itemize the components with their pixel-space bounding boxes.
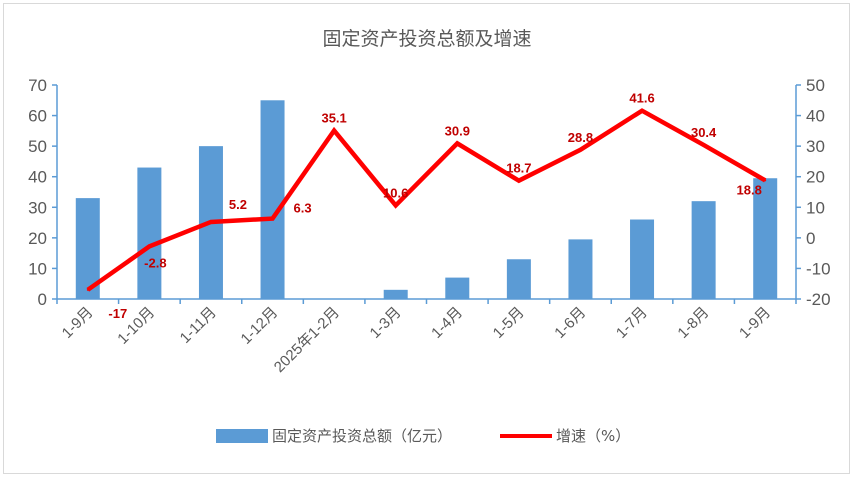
- line-point: [579, 148, 582, 151]
- x-tick-label: 1-7月: [613, 304, 651, 342]
- data-label: 6.3: [294, 201, 312, 216]
- line-point: [209, 220, 212, 223]
- bar: [753, 178, 778, 299]
- data-label: 41.6: [629, 91, 654, 106]
- legend-swatch-bars: [216, 429, 268, 443]
- bar: [137, 167, 162, 299]
- right-tick-label: 40: [806, 107, 825, 126]
- bar-series: [75, 100, 778, 300]
- line-point: [702, 143, 705, 146]
- left-tick-label: 10: [28, 259, 47, 278]
- x-tick-label: 1-6月: [551, 304, 589, 342]
- legend-label-line: 增速（%）: [556, 427, 630, 445]
- data-label: 10.6: [383, 185, 408, 200]
- x-tick-label: 1-9月: [59, 304, 97, 342]
- x-tick-label: 2025年1-2月: [271, 304, 343, 376]
- bar: [445, 277, 470, 299]
- right-y-axis: -20 -10 0 10 20 30 40 50: [795, 76, 831, 309]
- line-point: [148, 245, 151, 248]
- legend: 固定资产投资总额（亿元） 增速（%）: [216, 427, 630, 445]
- bar: [260, 100, 285, 300]
- right-tick-label: 20: [806, 168, 825, 187]
- x-tick-label: 1-5月: [490, 304, 528, 342]
- data-label: 5.2: [229, 197, 247, 212]
- line-point: [394, 204, 397, 207]
- left-tick-label: 20: [28, 229, 47, 248]
- bar: [691, 201, 716, 299]
- right-tick-label: 0: [806, 229, 815, 248]
- line-series: [86, 108, 767, 292]
- left-tick-label: 0: [38, 290, 47, 309]
- x-tick-label: 1-9月: [736, 304, 774, 342]
- line-point: [517, 179, 520, 182]
- left-tick-label: 40: [28, 168, 47, 187]
- left-tick-label: 50: [28, 137, 47, 156]
- right-tick-label: -10: [806, 259, 831, 278]
- line-point: [456, 142, 459, 145]
- left-tick-label: 30: [28, 198, 47, 217]
- x-tick-label: 1-8月: [674, 304, 712, 342]
- line-point: [641, 109, 644, 112]
- bar: [630, 219, 655, 299]
- data-label: 28.8: [568, 130, 593, 145]
- left-tick-label: 70: [28, 76, 47, 95]
- data-label: -2.8: [144, 255, 166, 270]
- data-label: 30.4: [691, 125, 717, 140]
- line-point: [764, 179, 767, 182]
- legend-label-bars: 固定资产投资总额（亿元）: [272, 427, 452, 445]
- growth-line: [86, 108, 767, 292]
- x-tick-label: 1-3月: [367, 304, 405, 342]
- data-labels: -17 -2.8 5.2 6.3 35.1 10.6 30.9 18.7 28.8 41.6 30.…: [108, 91, 761, 321]
- data-label: 35.1: [321, 111, 346, 126]
- data-label: 18.7: [506, 161, 531, 176]
- right-tick-label: 30: [806, 137, 825, 156]
- left-tick-label: 60: [28, 107, 47, 126]
- data-label: 30.9: [445, 123, 470, 138]
- right-tick-label: -20: [806, 290, 831, 309]
- bar: [568, 239, 593, 299]
- bar: [506, 259, 531, 299]
- bar: [383, 289, 408, 299]
- data-label: -17: [108, 306, 127, 321]
- chart-title: 固定资产投资总额及增速: [322, 28, 531, 50]
- line-point: [333, 129, 336, 132]
- x-tick-label: 1-4月: [428, 304, 466, 342]
- line-point: [86, 288, 89, 291]
- x-tick-label: 1-11月: [177, 304, 220, 347]
- x-tick-label: 1-12月: [238, 304, 282, 348]
- right-tick-label: 10: [806, 198, 825, 217]
- line-point: [271, 217, 274, 220]
- right-tick-label: 50: [806, 76, 825, 95]
- left-y-axis: 0 10 20 30 40 50 60 70: [28, 76, 58, 309]
- data-label: 18.8: [737, 182, 762, 197]
